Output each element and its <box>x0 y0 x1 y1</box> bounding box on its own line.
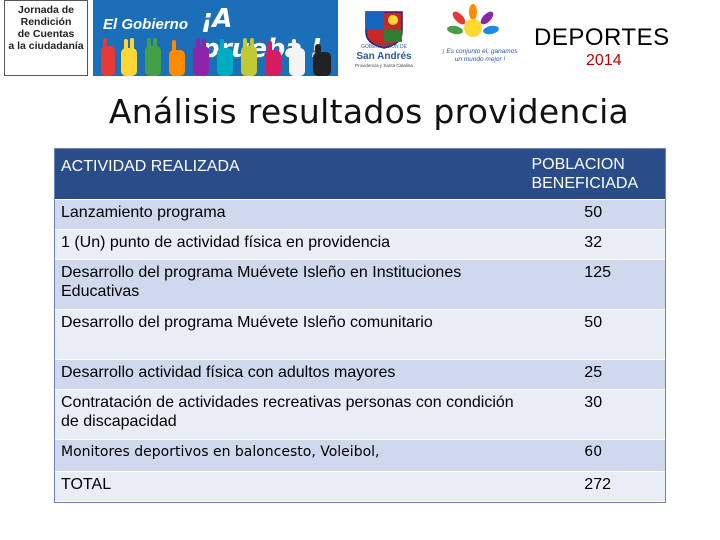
page-title: Análisis resultados providencia <box>108 92 630 131</box>
jornada-line: Jornada de <box>17 4 75 16</box>
activity-cell: Contratación de actividades recreativas … <box>61 394 514 430</box>
crest-name: San Andrés <box>356 51 412 62</box>
activity-cell: Monitores deportivos en baloncesto, Vole… <box>61 444 380 460</box>
total-label: TOTAL <box>61 476 112 493</box>
crest-subtitle: Providencia y Santa Catalina <box>355 63 413 68</box>
value-cell: 50 <box>584 314 603 331</box>
activity-cell: 1 (Un) punto de actividad física en prov… <box>61 234 391 251</box>
section-title: DEPORTES <box>534 24 670 51</box>
value-cell: 30 <box>584 394 603 411</box>
table-row: Contratación de actividades recreativas … <box>55 390 665 440</box>
table-row: Lanzamiento programa 50 <box>55 200 665 230</box>
value-cell: 60 <box>584 444 603 460</box>
table-total-row: TOTAL 272 <box>55 472 665 502</box>
section-year: 2014 <box>586 52 622 69</box>
jornada-line: Rendición <box>20 16 72 28</box>
sun-logo-icon <box>447 4 499 37</box>
results-table: ACTIVIDAD REALIZADA POBLACION BENEFICIAD… <box>54 148 666 503</box>
activity-cell: Desarrollo del programa Muévete Isleño e… <box>61 264 462 300</box>
total-value: 272 <box>584 476 611 493</box>
table-row: Desarrollo del programa Muévete Isleño e… <box>55 260 665 310</box>
jornada-line: de Cuentas <box>17 28 75 40</box>
table-row: 1 (Un) punto de actividad física en prov… <box>55 230 665 260</box>
table-row: Desarrollo actividad física con adultos … <box>55 360 665 390</box>
jornada-line: a la ciudadanía <box>8 40 84 52</box>
raised-hands-icon <box>101 38 331 76</box>
san-andres-crest-icon <box>365 11 403 49</box>
sun-slogan: ¡ Es conjunto el, ganamos un mundo mejor… <box>442 48 518 63</box>
gobierno-text: El Gobierno <box>103 16 189 33</box>
col-header-activity: ACTIVIDAD REALIZADA <box>61 158 240 175</box>
jornada-logo: Jornada de Rendición de Cuentas a la ciu… <box>4 0 88 76</box>
value-cell: 32 <box>584 234 603 251</box>
gobierno-a-prueba-banner: El Gobierno ¡A prueba ! <box>93 0 338 76</box>
activity-cell: Desarrollo del programa Muévete Isleño c… <box>61 314 433 331</box>
activity-cell: Lanzamiento programa <box>61 204 226 221</box>
value-cell: 50 <box>584 204 603 221</box>
crest-caption: GOBERNACIÓN DE <box>361 44 407 50</box>
col-header-population: POBLACION BENEFICIADA <box>531 156 639 192</box>
value-cell: 125 <box>584 264 611 281</box>
value-cell: 25 <box>584 364 603 381</box>
activity-cell: Desarrollo actividad física con adultos … <box>61 364 396 381</box>
table-row: Monitores deportivos en baloncesto, Vole… <box>55 440 665 472</box>
table-row: Desarrollo del programa Muévete Isleño c… <box>55 310 665 360</box>
table-header-row: ACTIVIDAD REALIZADA POBLACION BENEFICIAD… <box>55 149 665 200</box>
